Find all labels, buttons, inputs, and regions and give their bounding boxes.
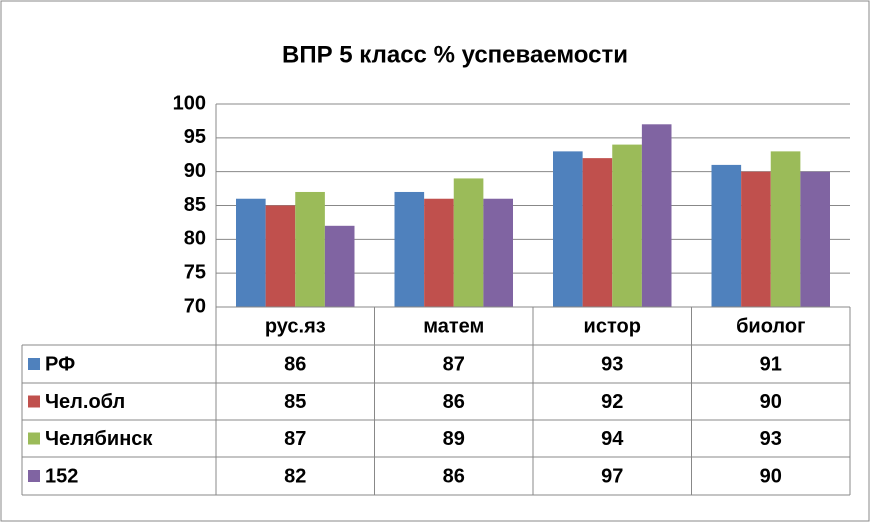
bar — [265, 205, 296, 307]
x-tick-label: рус.яз — [265, 315, 326, 337]
bar — [236, 198, 266, 307]
y-tick-label: 75 — [184, 261, 206, 283]
y-tick-label: 70 — [184, 295, 206, 317]
bar — [483, 198, 513, 307]
table-value: 93 — [760, 428, 782, 450]
bar — [582, 158, 613, 307]
x-tick-label: матем — [423, 315, 484, 337]
table-value: 91 — [760, 353, 782, 375]
y-tick-label: 90 — [184, 160, 206, 182]
table-value: 90 — [760, 391, 782, 413]
x-tick-label: истор — [584, 315, 641, 337]
bar — [295, 191, 325, 307]
bar — [453, 178, 484, 307]
legend-label: 152 — [45, 465, 78, 487]
table-value: 87 — [284, 428, 306, 450]
bar — [770, 151, 801, 307]
legend-key — [28, 358, 40, 370]
table-value: 97 — [601, 465, 623, 487]
bar — [324, 225, 355, 307]
bar — [800, 171, 830, 307]
bar — [612, 144, 642, 307]
y-tick-label: 85 — [184, 194, 206, 216]
bar — [741, 171, 771, 307]
bar — [641, 124, 672, 307]
y-tick-label: 95 — [184, 126, 206, 148]
table-value: 89 — [443, 428, 465, 450]
table-value: 86 — [284, 353, 306, 375]
table-value: 94 — [601, 428, 624, 450]
table-value: 87 — [443, 353, 465, 375]
table-value: 85 — [284, 391, 306, 413]
chart-title: ВПР 5 класс % успеваемости — [282, 41, 628, 68]
legend-label: РФ — [45, 353, 75, 375]
legend-key — [28, 470, 40, 482]
bar — [424, 198, 454, 307]
legend-label: Чел.обл — [45, 391, 125, 413]
legend-key — [28, 395, 40, 408]
bar — [711, 164, 742, 307]
table-value: 86 — [443, 465, 465, 487]
table-value: 92 — [601, 391, 623, 413]
table-value: 86 — [443, 391, 465, 413]
bar — [394, 191, 425, 307]
legend-key — [28, 432, 40, 445]
table-value: 82 — [284, 465, 306, 487]
table-value: 93 — [601, 353, 623, 375]
x-tick-label: биолог — [736, 315, 805, 337]
bar — [553, 151, 583, 307]
table-value: 90 — [760, 465, 782, 487]
y-tick-label: 100 — [173, 92, 206, 114]
legend-label: Челябинск — [45, 428, 153, 450]
y-tick-label: 80 — [184, 228, 206, 250]
